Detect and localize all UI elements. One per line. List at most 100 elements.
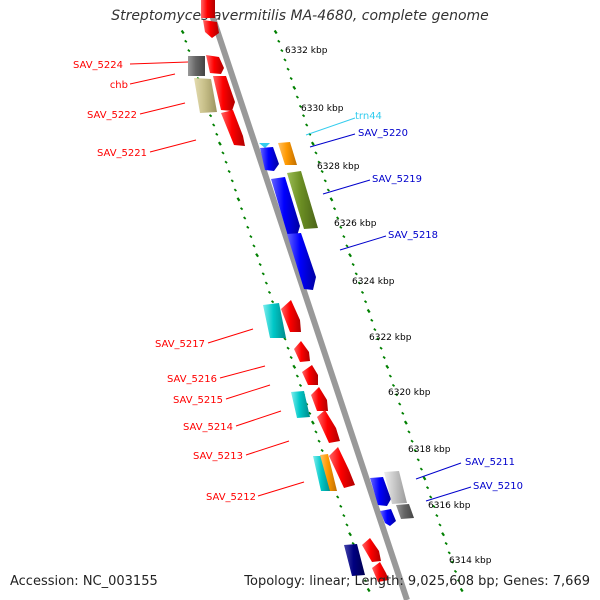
gene-block[interactable] [313,456,331,491]
ruler-left-tick [230,179,234,183]
ruler-left-tick [246,225,250,229]
gene-block[interactable] [287,171,318,229]
ruler-right-tick [425,486,430,490]
trna-mark[interactable] [259,143,270,148]
gene-label[interactable]: SAV_5222 [87,110,137,121]
ruler-left-tick [184,39,188,43]
gene-arrow[interactable] [302,365,318,385]
ruler-right-tick [336,216,340,220]
gene-arrow[interactable] [260,147,279,171]
gene-label[interactable]: SAV_5218 [388,230,438,241]
ruler-left-tick [348,532,352,537]
ruler-right-tick [342,235,346,239]
gene-label[interactable]: SAV_5224 [73,60,123,71]
gene-arrow[interactable] [281,300,301,332]
ruler-right-tick [283,58,287,62]
ruler-right-tick [453,569,458,573]
ruler-right-tick [280,49,284,53]
ruler-right-tick [429,495,433,499]
gene-label[interactable]: SAV_5220 [358,128,408,139]
ruler-left-tick [208,114,213,118]
gene-block[interactable] [278,142,297,165]
gene-arrow[interactable] [311,387,328,411]
gene-arrow[interactable] [213,76,235,111]
scale-label: 6318 kbp [408,445,451,455]
gene-arrow[interactable] [362,538,381,562]
ruler-left-tick [221,151,225,155]
gene-block[interactable] [188,56,205,76]
gene-block[interactable] [291,391,310,418]
gene-label[interactable]: SAV_5213 [193,451,243,462]
gene-label[interactable]: SAV_5210 [473,481,523,492]
ruler-left-tick [217,141,222,146]
ruler-right-tick [459,587,464,593]
gene-arrow[interactable] [372,562,389,582]
gene-arrow[interactable] [329,447,355,488]
ruler-right-tick [273,29,278,35]
gene-block[interactable] [194,78,217,113]
gene-label[interactable]: SAV_5219 [372,174,422,185]
ruler-right-tick [326,188,330,192]
gene-arrow[interactable] [203,20,219,38]
gene-arrow[interactable] [294,341,310,362]
ruler-right-tick [379,346,383,350]
ruler-right-tick [403,420,408,425]
ruler-left-tick [267,290,272,294]
gene-label[interactable]: chb [110,80,128,91]
gene-label[interactable]: SAV_5212 [206,492,256,503]
ruler-right-tick [357,281,361,285]
ruler-right-tick [310,141,315,146]
gene-block[interactable] [263,303,286,338]
ruler-right-tick [292,85,297,90]
gene-label[interactable]: trn44 [355,111,382,122]
ruler-left-tick [212,123,216,127]
gene-block[interactable] [320,454,337,491]
ruler-right-tick [398,402,402,406]
ruler-left-tick [310,420,315,425]
scale-label: 6328 kbp [317,162,360,172]
gene-label[interactable]: SAV_5215 [173,395,223,406]
ruler-right-tick [385,364,390,369]
gene-label[interactable]: SAV_5217 [155,339,205,350]
ruler-right-tick [366,308,371,314]
gene-block[interactable] [344,544,365,576]
genome-summary-text: Topology: linear; Length: 9,025,608 bp; … [244,574,590,589]
ruler-left-tick [215,132,219,136]
ruler-left-tick [308,411,312,415]
ruler-left-tick [336,495,340,499]
genes-left-strand [188,0,389,582]
gene-block[interactable] [384,471,407,504]
gene-arrow[interactable] [317,410,340,443]
ruler-right-tick [391,383,396,387]
gene-arrow[interactable] [287,233,316,290]
gene-label[interactable]: SAV_5214 [183,422,233,433]
ruler-left-tick [292,364,297,369]
ruler-right-tick [376,337,380,341]
gene-arrow[interactable] [271,177,300,236]
ruler-right-tick [416,458,420,462]
ruler-right-tick [370,318,374,322]
ruler-left-tick [366,587,371,593]
ruler-right-tick [447,551,451,555]
scale-label: 6320 kbp [388,388,431,398]
gene-arrow[interactable] [380,509,396,526]
ruler-right-tick [407,430,411,434]
label-leader-lines [129,61,472,502]
ruler-right-tick [401,411,405,415]
scale-label: 6332 kbp [285,46,328,56]
ruler-right-tick [394,393,399,397]
gene-label[interactable]: SAV_5211 [465,457,515,468]
gene-arrow[interactable] [370,477,391,506]
ruler-left-tick [363,579,368,583]
gene-arrow[interactable] [221,110,245,146]
gene-arrow[interactable] [206,55,224,74]
gene-block[interactable] [201,0,215,18]
gene-label[interactable]: SAV_5216 [167,374,217,385]
ruler-right-tick [286,67,290,71]
ruler-left-tick [317,439,321,443]
gene-label[interactable]: SAV_5221 [97,148,147,159]
ruler-right-tick [317,160,321,164]
gene-block[interactable] [396,504,414,519]
ruler-right-tick [332,207,337,211]
